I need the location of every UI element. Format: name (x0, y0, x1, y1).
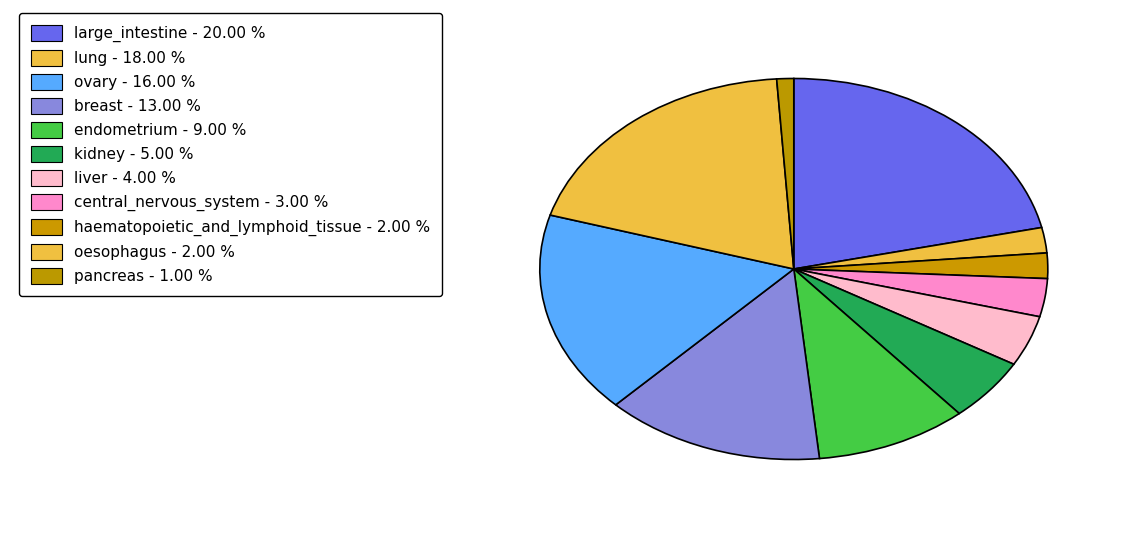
Wedge shape (794, 79, 1042, 269)
Wedge shape (794, 253, 1048, 279)
Wedge shape (550, 79, 794, 269)
Wedge shape (540, 215, 794, 405)
Wedge shape (794, 269, 959, 458)
Wedge shape (777, 79, 794, 269)
Wedge shape (794, 228, 1047, 269)
Wedge shape (794, 269, 1048, 317)
Wedge shape (794, 269, 1014, 414)
Wedge shape (794, 269, 1040, 364)
Legend: large_intestine - 20.00 %, lung - 18.00 %, ovary - 16.00 %, breast - 13.00 %, en: large_intestine - 20.00 %, lung - 18.00 … (19, 13, 442, 296)
Wedge shape (616, 269, 820, 459)
